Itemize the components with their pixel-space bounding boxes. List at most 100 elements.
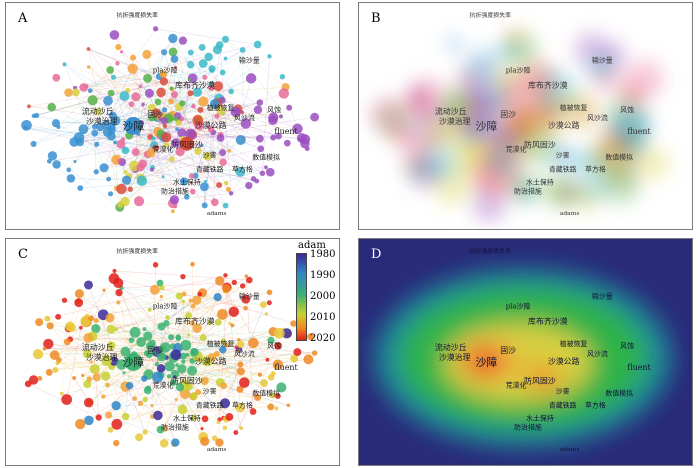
network-node: [216, 420, 221, 425]
density-blob: [504, 26, 526, 49]
network-node: [116, 183, 127, 195]
network-node: [281, 328, 292, 339]
network-node: [127, 63, 138, 74]
network-node: [175, 119, 182, 126]
network-edge: [171, 88, 246, 124]
network-edge: [48, 343, 126, 387]
network-edge: [177, 115, 267, 168]
network-node: [189, 320, 195, 326]
network-node: [241, 294, 251, 304]
network-edge: [103, 295, 180, 315]
network-node: [78, 124, 89, 135]
network-node: [175, 363, 179, 367]
network-node: [151, 108, 161, 118]
network-node: [77, 185, 84, 191]
network-edge: [175, 67, 220, 99]
network-node: [142, 396, 149, 403]
network-edge: [235, 345, 279, 433]
network-node: [170, 55, 179, 63]
network-node: [169, 86, 174, 91]
network-node: [202, 74, 208, 80]
density-blob: [521, 126, 561, 167]
network-node: [67, 323, 76, 332]
network-edge: [118, 283, 136, 399]
network-node-hub: [124, 116, 143, 135]
network-edge: [140, 296, 162, 404]
network-node: [159, 70, 168, 79]
network-node: [86, 47, 91, 51]
network-node: [94, 141, 100, 147]
network-node: [178, 36, 188, 45]
network-node: [268, 115, 278, 126]
b-label-l16: 风蚀: [620, 105, 634, 114]
network-node: [133, 196, 145, 207]
network-node: [201, 202, 208, 209]
network-edge: [181, 78, 193, 120]
density-blob: [459, 123, 480, 144]
network-edge: [88, 66, 191, 135]
network-node: [292, 123, 303, 134]
network-node: [228, 322, 232, 326]
network-node: [111, 400, 121, 411]
network-node: [223, 180, 229, 186]
network-edge: [86, 302, 119, 354]
network-edge: [140, 118, 177, 168]
network-node: [207, 125, 215, 133]
network-edge: [132, 68, 212, 84]
network-node: [189, 188, 196, 195]
d-label-l9: 荒漠化: [506, 381, 527, 390]
network-node: [83, 380, 92, 389]
b-label-l15: 草方格: [585, 165, 606, 174]
network-node: [81, 373, 85, 378]
network-edge: [39, 321, 142, 343]
network-node: [145, 342, 154, 351]
network-node: [101, 394, 106, 399]
network-edge: [36, 81, 164, 116]
network-edge: [56, 77, 121, 205]
b-label-l14: 数值模拟: [605, 153, 633, 162]
network-edge: [154, 289, 270, 293]
network-edge: [151, 279, 250, 406]
network-node: [30, 140, 37, 147]
d-label-qinghai: 青藏铁路: [549, 401, 577, 410]
network-node: [152, 262, 159, 268]
network-node: [52, 160, 61, 169]
network-node: [111, 418, 123, 430]
network-edge: [88, 66, 126, 151]
network-node: [107, 426, 114, 433]
network-edge: [231, 180, 257, 194]
c-label-adams: adams: [207, 446, 227, 453]
network-node: [161, 49, 168, 56]
legend-color-bar: [296, 253, 307, 341]
network-edge: [74, 100, 109, 162]
network-node: [116, 158, 121, 163]
network-node: [119, 50, 124, 54]
network-edge: [111, 127, 121, 208]
density-blob: [493, 96, 511, 114]
network-node: [246, 276, 253, 284]
network-edge: [190, 133, 241, 173]
network-node: [256, 134, 264, 143]
network-node: [219, 69, 226, 76]
network-edge: [70, 292, 270, 340]
network-edge: [58, 69, 111, 128]
b-label-l4: 沙漠公路: [548, 120, 580, 130]
network-node: [44, 315, 51, 322]
network-edge: [240, 276, 247, 345]
network-edge: [172, 51, 196, 176]
network-edge: [121, 287, 264, 305]
network-node: [179, 100, 186, 107]
network-node: [190, 348, 199, 357]
network-node: [217, 309, 228, 320]
network-node: [137, 400, 144, 407]
network-node: [154, 98, 162, 106]
a-label-l16: 风蚀: [267, 105, 281, 114]
d-label-l1: 流动沙丘: [435, 342, 467, 352]
panel-c-overlay-network: C 抗折强度损失率 沙障 青藏铁路 fluent adams pla沙障 流动沙丘 沙漠治理防…: [5, 238, 340, 466]
network-edge: [169, 373, 274, 377]
network-node: [204, 52, 213, 62]
network-edge: [54, 300, 191, 356]
network-edge: [94, 123, 246, 134]
network-edge: [64, 64, 166, 127]
network-node: [106, 66, 115, 74]
